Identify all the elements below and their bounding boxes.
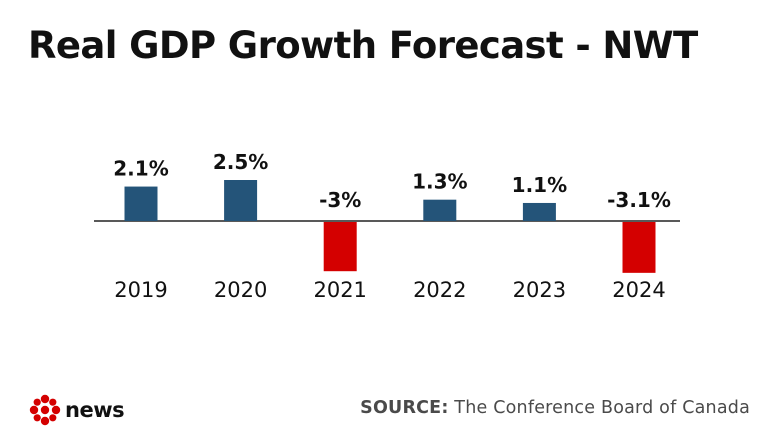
chart-title: Real GDP Growth Forecast - NWT [28,24,698,67]
source-label: SOURCE: [360,398,449,418]
source-text: The Conference Board of Canada [448,398,750,418]
brand-name: news [65,398,125,422]
value-label-2021: -3% [319,188,361,212]
cbc-news-logo: news [29,394,125,426]
bar-2021 [323,222,357,272]
bars-group [124,180,656,273]
tick-labels-group: 2019 2020 2021 2022 2023 2024 [114,278,665,302]
value-label-2019: 2.1% [113,157,168,181]
tick-label-2022: 2022 [413,278,466,302]
value-labels-group: 2.1% 2.5% -3% 1.3% 1.1% -3.1% [113,150,671,212]
tick-label-2021: 2021 [313,278,366,302]
bar-2019 [124,186,158,221]
bar-2022 [423,199,457,221]
tick-label-2020: 2020 [214,278,267,302]
cbc-gem-icon [29,394,61,426]
value-label-2020: 2.5% [213,150,268,174]
source-credit: SOURCE: The Conference Board of Canada [360,398,750,418]
bar-2020 [224,180,258,221]
value-label-2024: -3.1% [607,188,671,212]
bar-2024 [622,222,656,273]
value-label-2023: 1.1% [512,173,567,197]
tick-label-2019: 2019 [114,278,167,302]
bar-2023 [522,202,556,221]
tick-label-2023: 2023 [513,278,566,302]
value-label-2022: 1.3% [412,170,467,194]
tick-label-2024: 2024 [612,278,665,302]
